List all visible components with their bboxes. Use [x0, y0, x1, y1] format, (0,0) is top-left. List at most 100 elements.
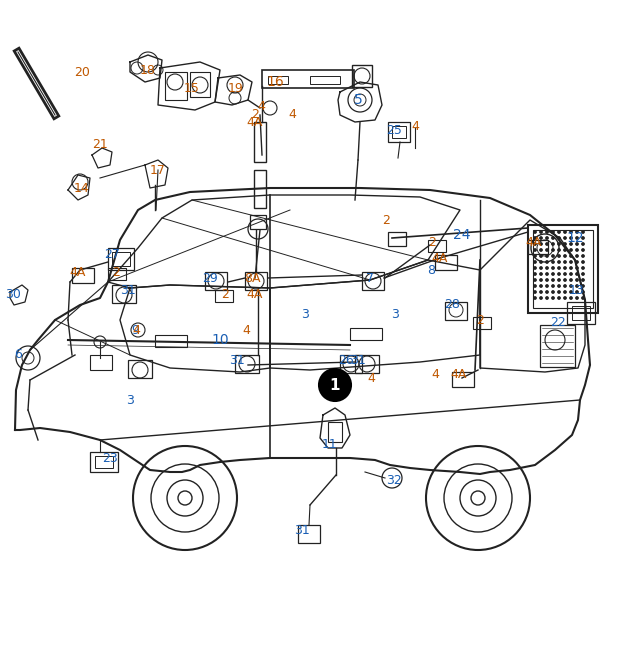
Circle shape	[539, 290, 543, 294]
Circle shape	[557, 273, 560, 275]
Circle shape	[564, 242, 567, 246]
Circle shape	[534, 249, 537, 251]
Circle shape	[569, 249, 573, 251]
Circle shape	[564, 255, 567, 257]
Circle shape	[557, 255, 560, 257]
Circle shape	[581, 273, 585, 275]
Bar	[428, 240, 446, 252]
Text: 12: 12	[566, 231, 584, 245]
Circle shape	[539, 267, 543, 269]
Text: 9: 9	[131, 323, 139, 337]
Text: 29: 29	[202, 271, 218, 284]
Circle shape	[551, 296, 555, 300]
Circle shape	[551, 242, 555, 246]
Bar	[473, 317, 491, 329]
Bar	[355, 355, 379, 373]
Circle shape	[581, 236, 585, 240]
Text: 16: 16	[266, 75, 284, 89]
Text: 4: 4	[257, 100, 265, 114]
Bar	[350, 328, 382, 340]
Circle shape	[539, 255, 543, 257]
Circle shape	[576, 230, 578, 234]
Bar	[112, 252, 130, 266]
Circle shape	[546, 230, 548, 234]
Text: 27: 27	[104, 249, 120, 261]
Text: 31: 31	[350, 354, 366, 366]
Text: 2: 2	[251, 108, 259, 121]
Text: 21: 21	[92, 139, 108, 152]
Circle shape	[534, 242, 537, 246]
Circle shape	[319, 369, 351, 401]
Circle shape	[564, 230, 567, 234]
Bar	[108, 268, 126, 280]
Bar	[310, 76, 340, 84]
Circle shape	[576, 236, 578, 240]
Text: 22: 22	[550, 315, 566, 329]
Text: 14: 14	[74, 182, 90, 195]
Circle shape	[569, 279, 573, 282]
Text: 4A: 4A	[247, 115, 263, 129]
Text: 6: 6	[14, 348, 22, 362]
Bar	[215, 290, 233, 302]
Circle shape	[551, 261, 555, 263]
Text: 18: 18	[140, 63, 156, 77]
Circle shape	[576, 267, 578, 269]
Text: 2: 2	[428, 236, 436, 249]
Circle shape	[534, 284, 537, 288]
Text: 28: 28	[444, 298, 460, 312]
Circle shape	[569, 242, 573, 246]
Text: 4A: 4A	[70, 265, 86, 279]
Circle shape	[564, 284, 567, 288]
Circle shape	[564, 279, 567, 282]
Bar	[108, 248, 134, 270]
Text: 2: 2	[221, 288, 229, 302]
Text: 19: 19	[228, 81, 244, 94]
Circle shape	[576, 290, 578, 294]
Circle shape	[576, 273, 578, 275]
Circle shape	[546, 273, 548, 275]
Circle shape	[546, 267, 548, 269]
Bar	[388, 122, 410, 142]
Circle shape	[539, 230, 543, 234]
Bar	[245, 272, 267, 290]
Text: 4: 4	[132, 323, 140, 337]
Circle shape	[539, 249, 543, 251]
Bar	[352, 65, 372, 87]
Text: 11: 11	[322, 438, 338, 451]
Text: 30: 30	[5, 288, 21, 302]
Bar	[254, 170, 266, 208]
Bar	[528, 240, 548, 254]
Text: 31: 31	[120, 284, 136, 296]
Circle shape	[539, 284, 543, 288]
Text: 23: 23	[102, 451, 118, 465]
Circle shape	[546, 290, 548, 294]
Text: 2: 2	[382, 213, 390, 226]
Circle shape	[539, 236, 543, 240]
Circle shape	[539, 273, 543, 275]
Bar	[392, 126, 406, 138]
Bar	[155, 335, 187, 347]
Circle shape	[557, 279, 560, 282]
Bar	[250, 215, 266, 229]
Circle shape	[557, 261, 560, 263]
Circle shape	[557, 249, 560, 251]
Circle shape	[557, 236, 560, 240]
Circle shape	[564, 261, 567, 263]
Circle shape	[569, 290, 573, 294]
Circle shape	[576, 261, 578, 263]
Circle shape	[534, 290, 537, 294]
Circle shape	[551, 290, 555, 294]
Text: 26: 26	[338, 354, 354, 366]
Circle shape	[581, 261, 585, 263]
Text: 4A: 4A	[247, 288, 263, 302]
Circle shape	[569, 255, 573, 257]
Text: 4A: 4A	[450, 368, 467, 381]
Circle shape	[576, 284, 578, 288]
Text: 25: 25	[386, 123, 402, 137]
Circle shape	[576, 255, 578, 257]
Circle shape	[551, 279, 555, 282]
Text: 4: 4	[288, 108, 296, 121]
Text: 4A: 4A	[432, 251, 448, 265]
Circle shape	[546, 261, 548, 263]
Circle shape	[569, 230, 573, 234]
